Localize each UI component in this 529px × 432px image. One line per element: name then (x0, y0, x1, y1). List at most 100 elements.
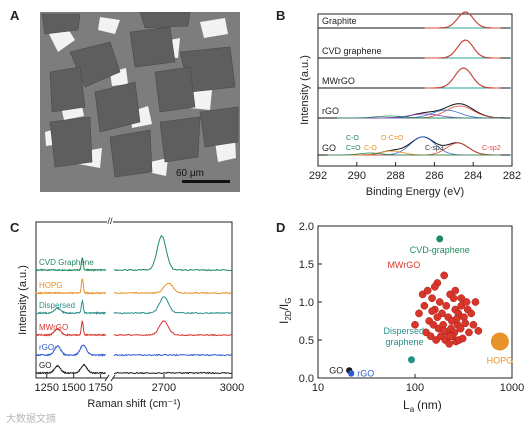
mwrgo-point-51 (440, 327, 449, 335)
graphene-flake-11 (139, 12, 191, 29)
chart-b-fit-0 (424, 11, 501, 29)
mwrgo-point-21 (429, 320, 438, 329)
chart-b-frame (317, 13, 513, 167)
chart-b-ylabel: Intensity (a.u.) (299, 55, 311, 125)
chart-c-series-label-1: HOPG (39, 281, 63, 290)
chart-b-xtick-label-0: 292 (309, 170, 327, 182)
chart-d-ytick-label-1: 0.5 (299, 335, 314, 347)
chart-c-ylabel: Intensity (a.u.) (17, 265, 29, 335)
substrate-gap-7 (148, 158, 168, 176)
chart-c-break-symbol: // (107, 216, 113, 226)
mwrgo-point-40 (458, 334, 467, 343)
mwrgo-point-45 (430, 282, 439, 291)
chart-d-label-dispersed-line1: Dispersed (383, 326, 424, 336)
graphene-flake-1 (129, 26, 176, 68)
chart-d-ytick-label-0: 0.0 (299, 373, 314, 385)
chart-c-series-label-4: rGO (39, 343, 54, 352)
chart-c-left-curve-4 (35, 344, 107, 357)
chart-c-right-curve-2 (113, 296, 233, 315)
chart-c-right-curve-1 (113, 282, 233, 295)
chart-d-xlabel-unit: (nm) (417, 398, 442, 412)
mwrgo-point-50 (446, 332, 454, 341)
chart-b-xtick-label-5: 282 (503, 170, 521, 182)
chart-c-series-label-0: CVD Graphene (39, 258, 94, 267)
mwrgo-point-15 (457, 301, 466, 310)
substrate-gap-5 (190, 90, 212, 110)
mwrgo-point-6 (442, 301, 451, 310)
mwrgo-point-46 (451, 286, 460, 295)
chart-d-ytick-label-4: 2.0 (299, 221, 314, 233)
chart-d-ylabel-slash: / (277, 306, 291, 310)
mwrgo-point-42 (411, 320, 419, 329)
chart-b-series-label-0: Graphite (322, 16, 357, 26)
chart-d-ytick-label-2: 1.0 (299, 297, 314, 309)
chart-c-right-curve-3 (113, 320, 233, 337)
chart-c-xtick-left-label-2: 1750 (88, 382, 112, 394)
chart-c-series-label-3: MWrGO (39, 323, 68, 332)
graphene-flake-9 (159, 116, 201, 163)
chart-d-xtick-label-0: 10 (312, 382, 324, 394)
micrograph-image: 60 μm (40, 12, 240, 192)
mwrgo-point-44 (474, 327, 483, 335)
chart-c-xtick-left-label-0: 1250 (35, 382, 59, 394)
chart-b-rgo-component-3 (337, 115, 501, 119)
chart-d-label-dispersed: Dispersed graphene (383, 326, 424, 347)
chart-c-break-mask-top (107, 220, 113, 225)
chart-b-xtick-label-1: 290 (348, 170, 366, 182)
substrate-gap-1 (98, 17, 120, 34)
chart-c-right-curve-4 (113, 353, 232, 357)
mwrgo-point-32 (426, 332, 435, 341)
watermark-text: 大数据文摘 (6, 414, 56, 425)
chart-c-xtick-left-label-1: 1500 (61, 382, 85, 394)
chart-d-label-rgo: rGO (357, 368, 374, 378)
graphene-flake-4 (94, 81, 141, 133)
mwrgo-point-18 (467, 309, 476, 318)
chart-c-left-curve-0 (35, 257, 107, 272)
panel-letter-c: C (10, 220, 20, 235)
chart-b-go-component-3 (327, 152, 501, 156)
chart-c-left-curve-2 (35, 298, 106, 316)
cvd-graphene-point-0 (436, 235, 444, 243)
hopg-point-0 (490, 332, 509, 351)
graphene-flake-6 (199, 106, 239, 148)
flake-shapes (41, 12, 239, 178)
mwrgo-point-28 (456, 324, 465, 333)
scale-bar: 60 μm (176, 168, 230, 183)
mwrgo-point-41 (415, 309, 423, 318)
mwrgo-point-29 (461, 319, 470, 328)
mwrgo-point-47 (457, 294, 466, 303)
chart-b-curve-3 (318, 103, 511, 119)
scale-bar-label: 60 μm (176, 168, 204, 179)
mwrgo-point-48 (420, 301, 429, 310)
chart-c-right-curve-5 (113, 371, 233, 375)
chart-d-ylabel-text: I2D/IG (277, 298, 293, 325)
chart-b-series-label-1: CVD graphene (322, 46, 382, 56)
mwrgo-point-4 (435, 298, 444, 306)
chart-d-xlabel: La (nm) (403, 398, 442, 414)
dispersed-graphene-point-0 (407, 356, 415, 364)
graphene-flake-3 (49, 66, 86, 113)
mwrgo-point-1 (423, 286, 432, 295)
chart-b-fit-1 (424, 39, 501, 59)
chart-b-xtick-label-3: 286 (425, 170, 443, 182)
graphene-flake-7 (49, 116, 93, 168)
mwrgo-point-30 (465, 328, 473, 337)
chart-c-break-mark-1 (104, 374, 110, 382)
chart-d-label-go: GO (329, 365, 343, 375)
chart-d-ytick-label-3: 1.5 (299, 259, 314, 271)
panel-letter-b: B (276, 8, 286, 23)
chart-c-xlabel: Raman shift (cm⁻¹) (87, 398, 180, 410)
mwrgo-point-2 (428, 294, 436, 303)
chart-d-ylabel-sub-num: 2D (284, 310, 293, 320)
chart-d-label-dispersed-line2: graphene (385, 337, 423, 347)
mwrgo-point-43 (471, 298, 480, 306)
mwrgo-point-8 (449, 294, 458, 303)
chart-b-xps: 292 290 288 286 284 282 Binding Energy (eV) Int… (299, 11, 521, 198)
chart-c-left-curve-1 (35, 278, 107, 295)
graphene-flake-8 (109, 129, 153, 178)
chart-c-series-label-5: GO (39, 361, 51, 370)
chart-d-ylabel-den: I (277, 304, 291, 307)
chart-d-ylabel: I2D/IG (277, 298, 293, 325)
chart-c-break-mark-2 (110, 374, 116, 382)
